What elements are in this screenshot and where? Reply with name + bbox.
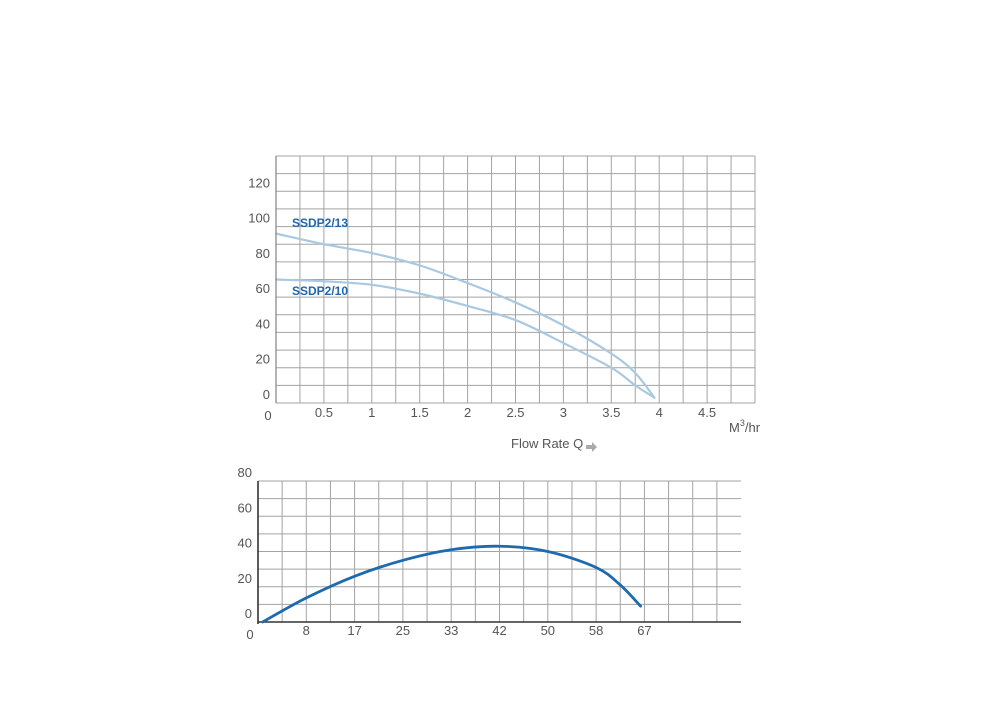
unit-base: M [729, 420, 740, 435]
x-tick-label: 67 [637, 623, 651, 638]
x-tick-label: 0 [246, 627, 253, 642]
y-tick-label: 20 [256, 352, 270, 367]
x-tick-label: 0.5 [315, 405, 333, 420]
x-tick-label: 2 [464, 405, 471, 420]
x-axis-title: Flow Rate Q [511, 436, 583, 451]
x-tick-label: 3.5 [602, 405, 620, 420]
y-tick-label: 120 [248, 175, 270, 190]
x-tick-label: 4.5 [698, 405, 716, 420]
y-tick-label: 60 [238, 500, 252, 515]
y-tick-label: 60 [256, 281, 270, 296]
x-tick-label: 8 [303, 623, 310, 638]
unit-superscript: 3 [740, 418, 745, 428]
series-line-2 [274, 278, 656, 399]
unit-rest: /hr [745, 420, 761, 435]
y-tick-label: 80 [238, 465, 252, 480]
y-tick-label: 40 [238, 536, 252, 551]
x-tick-label: 58 [589, 623, 603, 638]
x-tick-label: 2.5 [506, 405, 524, 420]
y-tick-label: 20 [238, 571, 252, 586]
y-tick-label: 100 [248, 211, 270, 226]
y-tick-label: 0 [245, 606, 252, 621]
series-line-1 [261, 544, 642, 624]
arrow-right-icon [586, 442, 597, 452]
series-label: SSDP2/13 [292, 216, 348, 230]
x-tick-label: 50 [541, 623, 555, 638]
y-tick-label: 80 [256, 246, 270, 261]
x-tick-label: 3 [560, 405, 567, 420]
series-line-1 [274, 232, 656, 399]
x-tick-label: 4 [656, 405, 663, 420]
x-tick-label: 17 [347, 623, 361, 638]
series-label: SSDP2/10 [292, 284, 348, 298]
x-tick-label: 42 [492, 623, 506, 638]
x-tick-label: 33 [444, 623, 458, 638]
x-tick-label: 0 [264, 408, 271, 423]
head-flow-chart: 0 20 40 60 80 100 120 0 0.5 1 1.5 2 2.5 3 3.5 4 4.5 SSDP2… [248, 155, 761, 452]
x-tick-label: 1.5 [411, 405, 429, 420]
x-tick-label: 1 [368, 405, 375, 420]
efficiency-chart: 0 20 40 60 80 0 8 17 25 33 42 50 58 67 [238, 465, 741, 642]
x-unit-label: M3/hr [729, 418, 761, 435]
y-tick-label: 0 [263, 387, 270, 402]
y-tick-label: 40 [256, 316, 270, 331]
x-tick-label: 25 [396, 623, 410, 638]
